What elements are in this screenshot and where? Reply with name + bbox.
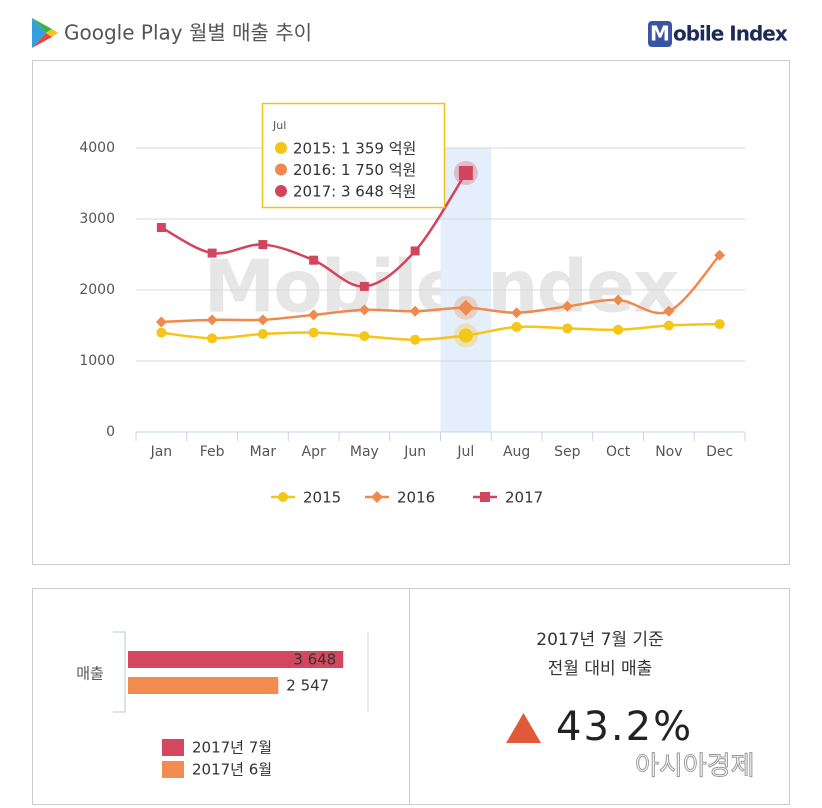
point <box>562 323 573 334</box>
header-title: Google Play 월별 매출 추이 <box>64 21 312 45</box>
summary-basis: 2017년 7월 기준 <box>536 630 663 650</box>
up-arrow <box>506 713 541 743</box>
play-icon-bottom <box>32 33 52 48</box>
legend-label: 2016 <box>397 489 435 507</box>
point <box>663 320 674 331</box>
point <box>458 165 473 180</box>
point <box>714 319 725 330</box>
x-tick-label: Nov <box>655 444 682 460</box>
summary-change: 43.2% <box>556 704 693 750</box>
point <box>156 223 166 233</box>
point <box>257 329 268 340</box>
x-tick-label: Jan <box>150 444 173 460</box>
point <box>155 316 167 328</box>
y-tick-label: 1000 <box>79 353 115 369</box>
bar <box>128 651 344 668</box>
point <box>257 314 269 326</box>
x-tick-label: Sep <box>554 444 581 460</box>
point <box>207 333 218 344</box>
play-icon-right <box>46 29 58 37</box>
tooltip-dot <box>275 142 287 154</box>
source-watermark: 아시아경제 <box>635 752 755 782</box>
y-tick-label: 4000 <box>79 140 115 156</box>
point <box>358 304 370 316</box>
point <box>410 246 420 256</box>
point <box>714 249 726 261</box>
play-icon <box>32 18 46 48</box>
point <box>480 492 490 502</box>
tooltip-dot <box>275 163 287 176</box>
tooltip-dot <box>275 185 287 197</box>
bar-value-label: 2 547 <box>286 677 329 695</box>
point <box>308 327 319 338</box>
y-tick-label: 매출 <box>76 665 104 683</box>
legend-label: 2015 <box>303 489 341 507</box>
y-tick-label: 2000 <box>79 282 115 298</box>
point <box>309 255 319 265</box>
point <box>458 328 473 343</box>
bar-chart: 매출 3 648 2017년 7월 2 547 2017년 6월 <box>76 631 369 779</box>
tooltip-title: Jul <box>272 119 286 132</box>
point <box>511 307 523 319</box>
point <box>207 248 217 258</box>
point <box>206 314 218 326</box>
x-tick-label: Feb <box>200 444 225 460</box>
legend-label: 2017 <box>505 489 543 507</box>
point <box>156 327 167 338</box>
logo-box <box>648 21 672 47</box>
tooltip-item: 2016: 1 750 억원 <box>293 161 416 179</box>
point <box>457 299 474 316</box>
bar <box>128 677 279 694</box>
point <box>613 324 624 335</box>
y-tick-label: 0 <box>106 424 115 440</box>
x-tick-label: May <box>350 444 379 460</box>
point <box>561 300 573 312</box>
summary-subtitle: 전월 대비 매출 <box>548 659 653 679</box>
point <box>359 331 370 342</box>
point <box>410 334 421 345</box>
tooltip-item: 2017: 3 648 억원 <box>293 183 416 201</box>
legend-swatch <box>162 761 184 778</box>
x-tick-label: Jun <box>403 444 426 460</box>
point <box>359 281 369 291</box>
point <box>308 309 320 321</box>
tooltip-item: 2015: 1 359 억원 <box>293 140 416 158</box>
point <box>278 492 288 502</box>
point <box>258 240 268 250</box>
x-tick-label: Oct <box>606 444 631 460</box>
x-tick-label: Jul <box>456 444 474 460</box>
bar-value-label: 3 648 <box>293 651 336 669</box>
y-tick-label: 3000 <box>79 211 115 227</box>
bracket <box>113 631 126 713</box>
play-icon-top <box>32 18 52 33</box>
point <box>409 305 421 317</box>
x-tick-label: Mar <box>250 444 277 460</box>
bottom-panel <box>32 588 790 805</box>
tooltip <box>261 102 446 209</box>
logo-initial: M <box>650 22 670 46</box>
legend-label: 2017년 7월 <box>192 739 272 757</box>
x-tick-label: Aug <box>503 444 530 460</box>
point <box>663 305 675 317</box>
logo-text: obile Index <box>673 22 788 46</box>
x-tick-label: Dec <box>706 444 733 460</box>
legend-swatch <box>162 739 184 756</box>
point <box>371 491 383 503</box>
legend-label: 2017년 6월 <box>192 761 272 779</box>
line-chart: MobileIndex01000200030004000JanFebMarApr… <box>79 102 746 507</box>
point <box>511 321 522 332</box>
x-tick-label: Apr <box>302 444 326 460</box>
point <box>612 294 624 306</box>
